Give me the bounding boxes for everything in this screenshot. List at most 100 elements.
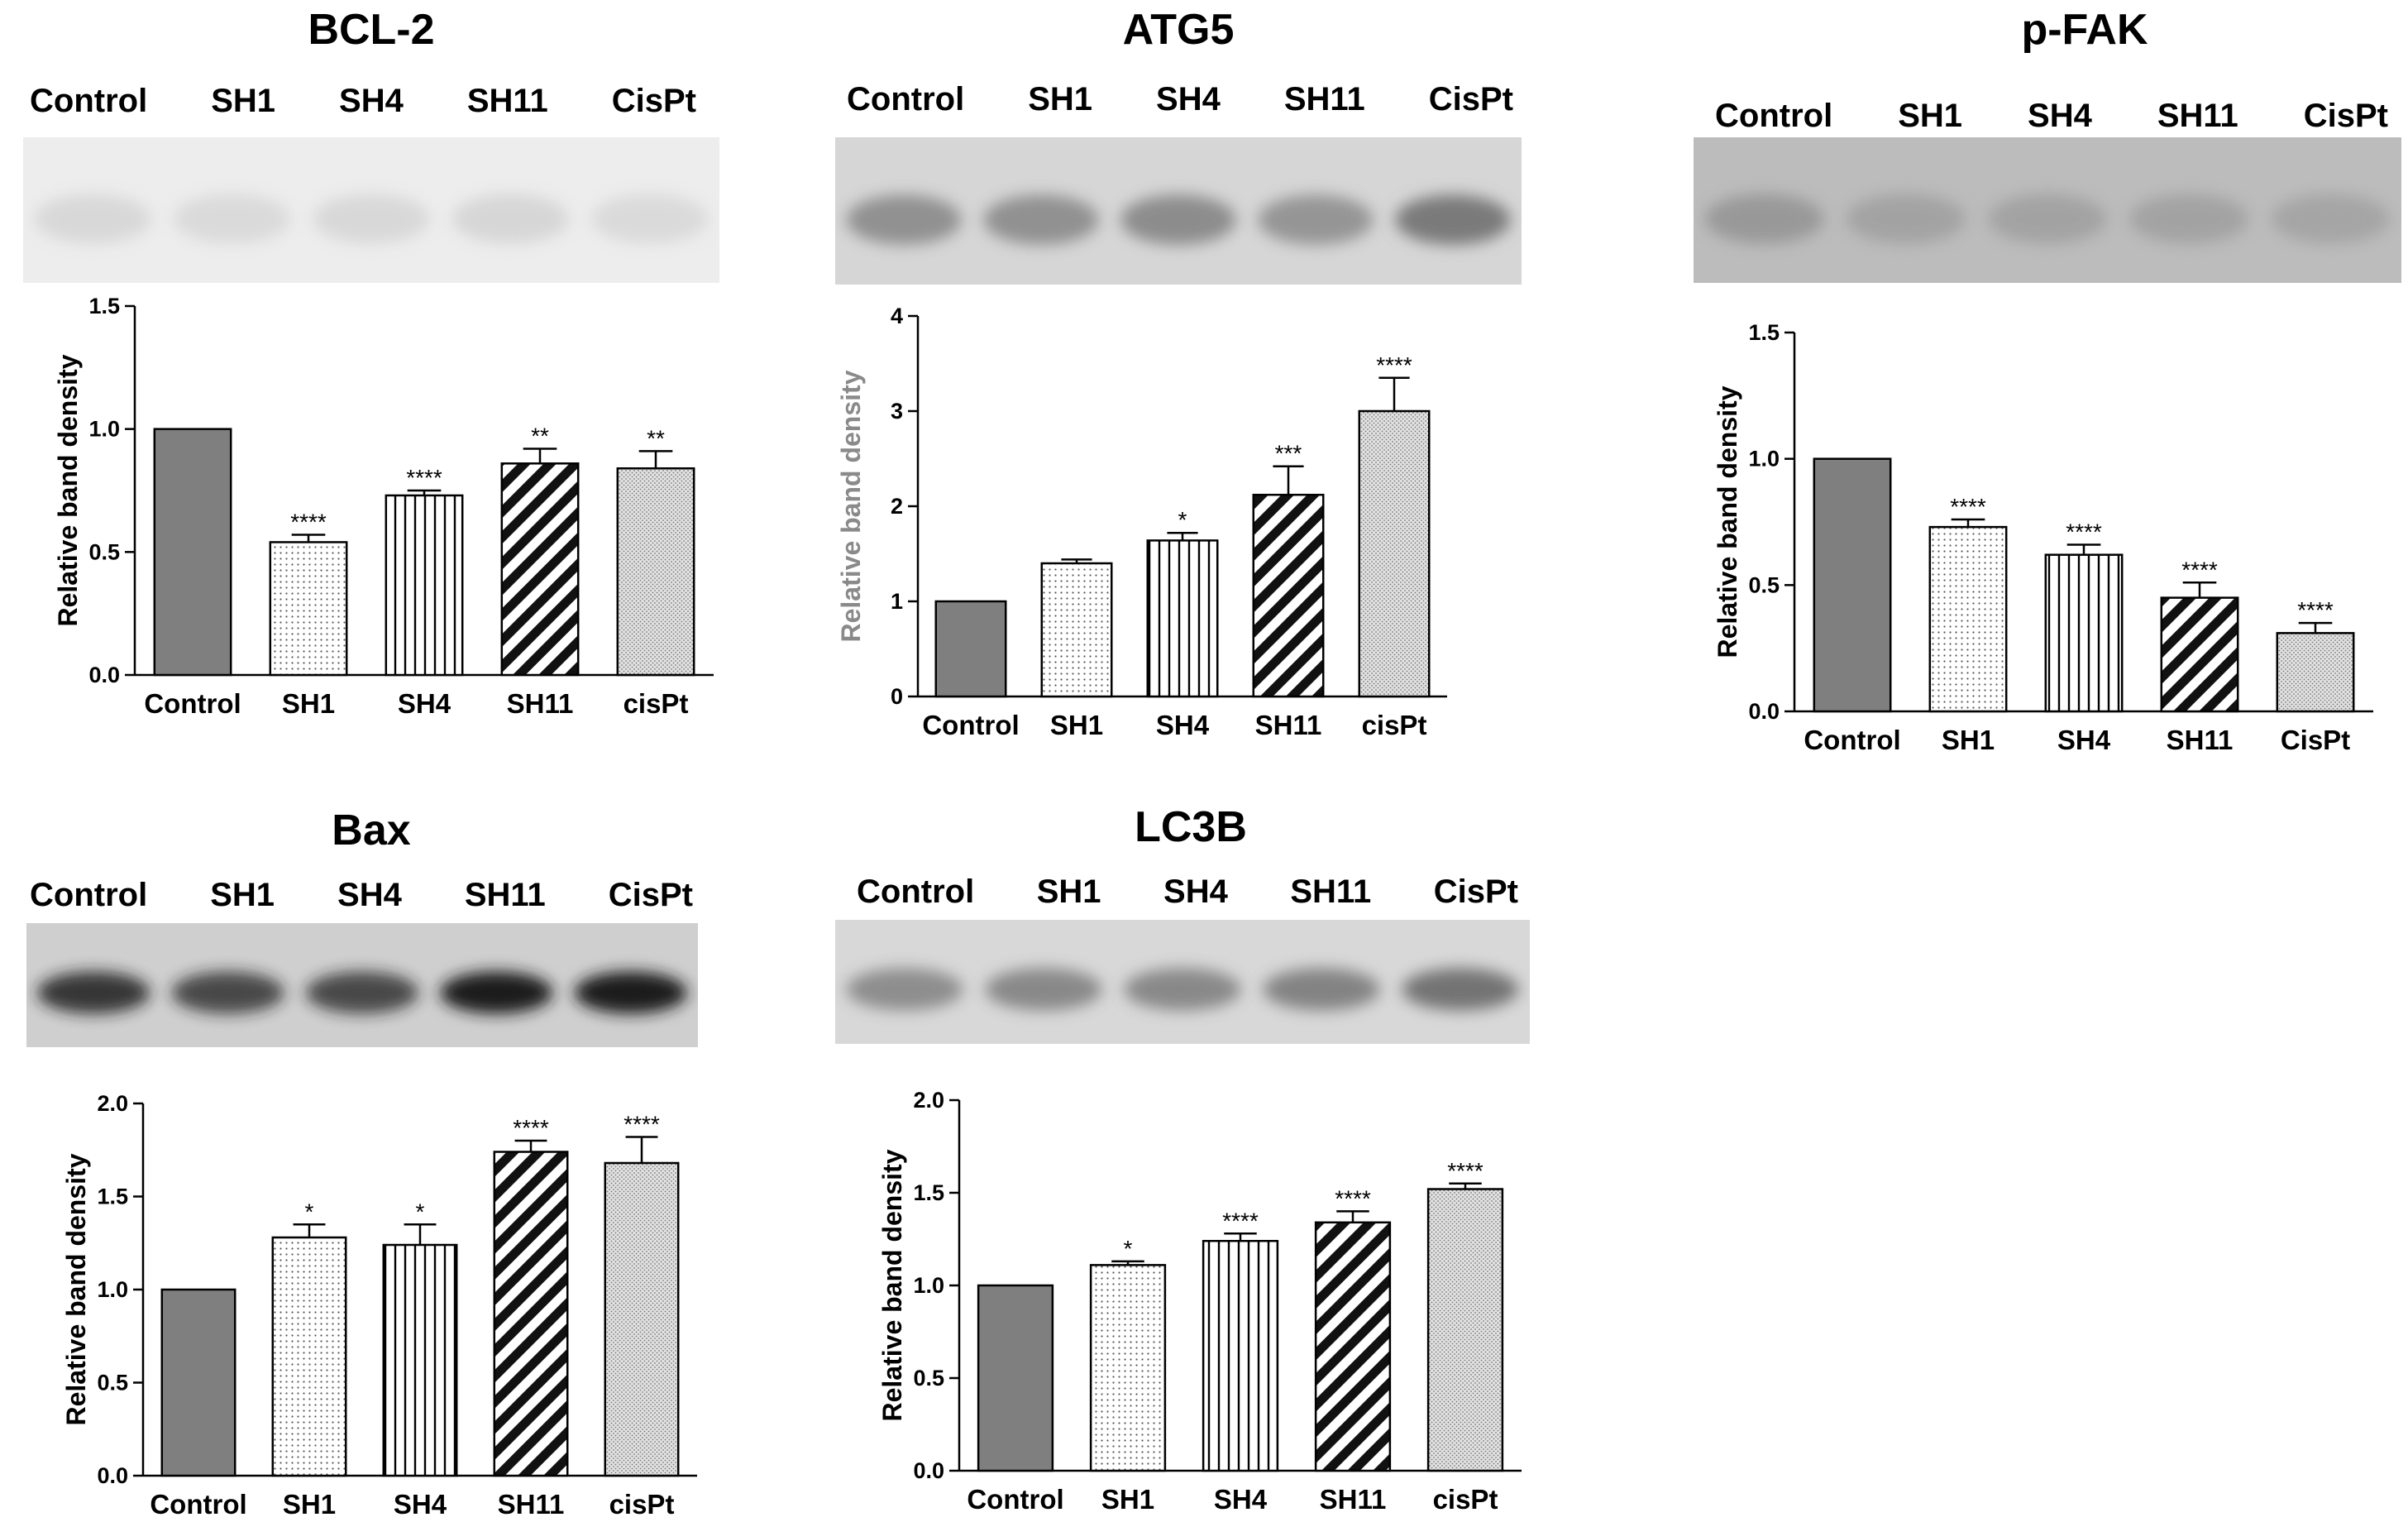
panel-title: Bax (332, 806, 411, 854)
significance-label: **** (2181, 557, 2218, 582)
y-tick-label: 0.5 (1748, 572, 1780, 597)
y-axis-label: Relative band density (836, 370, 866, 642)
bar (604, 1161, 680, 1477)
bar (160, 1288, 236, 1477)
blot-band (171, 971, 284, 1014)
bar (1358, 409, 1431, 698)
lane-label: SH11 (2157, 98, 2238, 134)
bar (1928, 525, 2008, 713)
bar (500, 462, 580, 677)
lane-label: SH4 (1156, 81, 1221, 117)
bar-chart: 0.0 0.5 1.0 1.5 Relative band density Control… (1713, 320, 2373, 755)
blot-band (1402, 968, 1519, 1011)
x-tick-label: SH11 (498, 1489, 565, 1520)
y-tick-label: 1.5 (88, 294, 120, 318)
significance-label: **** (1376, 352, 1412, 378)
blot-band (1846, 194, 1966, 244)
bar (2276, 632, 2355, 713)
lane-label: Control (857, 873, 975, 910)
x-tick-label: SH1 (1942, 725, 1995, 755)
blot-band (985, 968, 1102, 1011)
blot-band (2129, 194, 2249, 244)
y-tick-label: 0.5 (913, 1366, 944, 1390)
lane-label: Control (1715, 98, 1833, 134)
bar (493, 1151, 569, 1477)
blot-band (846, 194, 962, 245)
lane-label: SH4 (2028, 98, 2092, 134)
x-tick-label: SH11 (507, 688, 574, 719)
panel-title: LC3B (1135, 803, 1247, 851)
bar (934, 600, 1007, 698)
y-tick-label: 1.0 (913, 1273, 944, 1298)
x-tick-label: Control (922, 710, 1019, 740)
y-tick-label: 1.5 (97, 1185, 128, 1209)
panel-bcl2: BCL-2 Control SH1 SH4 SH11 CisPt 0.0 0.5 1… (23, 0, 719, 744)
y-tick-label: 0.0 (1748, 699, 1780, 724)
x-tick-label: SH1 (283, 1489, 336, 1520)
significance-label: **** (2066, 519, 2102, 544)
bar (616, 467, 695, 677)
x-tick-label: Control (967, 1484, 1063, 1515)
panel-title: BCL-2 (308, 6, 435, 54)
significance-label: ** (531, 423, 549, 448)
bar (382, 1243, 458, 1477)
x-tick-label: SH4 (1156, 710, 1210, 740)
significance-label: **** (2297, 597, 2334, 623)
lane-label: SH4 (337, 877, 402, 913)
blot-band (440, 971, 553, 1014)
x-tick-label: cisPt (1433, 1484, 1498, 1515)
significance-label: * (1124, 1236, 1133, 1261)
significance-label: * (305, 1199, 314, 1224)
bar (1314, 1221, 1392, 1472)
x-tick-label: Control (144, 688, 241, 719)
y-axis-label: Relative band density (61, 1153, 91, 1425)
panel-lc3b: LC3B Control SH1 SH4 SH11 CisPt 0.0 0.5 1.… (827, 794, 1546, 1522)
panel-atg5: ATG5 Control SH1 SH4 SH11 CisPt 0 1 2 3 4 Rel… (827, 0, 1530, 753)
blot-band (1120, 194, 1236, 245)
lane-label: SH4 (1163, 873, 1228, 910)
x-tick-label: cisPt (1362, 710, 1427, 740)
significance-label: **** (1335, 1185, 1371, 1211)
x-tick-label: cisPt (609, 1489, 675, 1520)
y-tick-label: 2.0 (913, 1088, 944, 1113)
significance-label: **** (406, 465, 442, 491)
significance-label: **** (1447, 1158, 1484, 1184)
bar (2044, 553, 2124, 713)
western-blot-image (1694, 137, 2401, 283)
lane-labels: Control SH1 SH4 SH11 CisPt (827, 81, 1530, 118)
panel-title: p-FAK (2021, 6, 2148, 54)
y-tick-label: 3 (891, 399, 903, 424)
lane-label: CisPt (1428, 81, 1513, 117)
y-axis-label: Relative band density (53, 354, 83, 626)
western-blot-image (26, 923, 698, 1047)
x-tick-label: SH4 (2057, 725, 2111, 755)
significance-label: **** (513, 1115, 549, 1141)
lane-labels: Control SH1 SH4 SH11 CisPt (23, 877, 719, 914)
blot-band (305, 971, 419, 1014)
y-axis-label: Relative band density (877, 1149, 907, 1421)
western-blot-image (23, 137, 719, 283)
blot-band (1258, 194, 1374, 245)
blot-band (313, 194, 430, 244)
y-tick-label: 1.5 (913, 1180, 944, 1205)
blot-band (846, 968, 963, 1011)
panel-bax: Bax Control SH1 SH4 SH11 CisPt 0.0 0.5 1.0… (23, 794, 719, 1522)
lane-label: SH1 (1898, 98, 1963, 134)
lane-label: SH11 (466, 83, 548, 119)
lane-labels: Control SH1 SH4 SH11 CisPt (1687, 98, 2408, 135)
lane-labels: Control SH1 SH4 SH11 CisPt (827, 873, 1546, 911)
significance-label: ** (647, 425, 665, 451)
lane-label: SH1 (211, 83, 276, 119)
y-tick-label: 0.5 (97, 1371, 128, 1395)
bar (153, 428, 232, 677)
y-tick-label: 1.5 (1748, 320, 1780, 345)
lane-labels: Control SH1 SH4 SH11 CisPt (23, 83, 719, 120)
lane-label: CisPt (611, 83, 696, 119)
x-tick-label: Control (150, 1489, 246, 1520)
y-tick-label: 1 (891, 589, 903, 614)
y-tick-label: 0.5 (88, 539, 120, 564)
blot-band (1395, 194, 1511, 245)
x-tick-label: SH1 (282, 688, 335, 719)
y-tick-label: 0 (891, 684, 903, 709)
bar (1089, 1264, 1167, 1472)
